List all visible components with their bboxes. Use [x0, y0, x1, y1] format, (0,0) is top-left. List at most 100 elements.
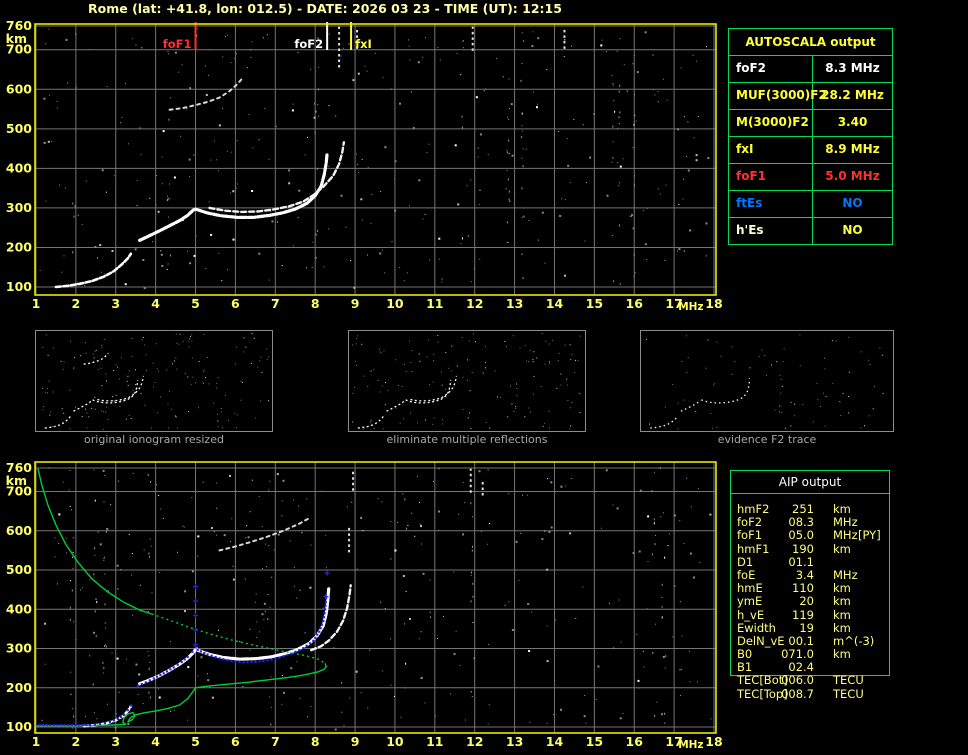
aip-profile-ionogram-chart: 1 2 3 4 5 6 7 8 9 10 11 12 13 14 15 16 17 18MHz1002003004… [6, 460, 723, 751]
aip-param-unit: MHz [833, 567, 858, 582]
svg-text:12: 12 [466, 296, 483, 311]
svg-text:400: 400 [6, 601, 32, 616]
svg-text:8: 8 [311, 296, 320, 311]
svg-text:10: 10 [386, 296, 404, 311]
aip-param-value: 08.3 [788, 515, 814, 530]
aip-param-name: ymE [737, 594, 763, 609]
svg-text:18: 18 [705, 296, 722, 311]
aip-param-value: 19 [799, 620, 814, 635]
aip-param-name: TEC[Bot] [737, 673, 788, 688]
svg-text:11: 11 [426, 296, 443, 311]
aip-row-hmF2: hmF2 251 km [730, 502, 890, 516]
autoscala-param-value: 28.2 MHz [821, 88, 884, 102]
aip-param-value: 05.0 [788, 528, 814, 543]
aip-row-hmE: hmE 110 km [730, 581, 890, 596]
svg-text:300: 300 [6, 200, 32, 215]
svg-text:4: 4 [151, 734, 160, 749]
aip-row-Ewidth: Ewidth 19 km [730, 620, 890, 635]
autoscala-rows: foF2 8.3 MHz MUF(3000)F2 28.2 MHz M(3000)F2 3… [729, 55, 892, 244]
svg-text:1: 1 [32, 734, 41, 749]
svg-text:400: 400 [6, 160, 32, 175]
aip-param-name: foF2 [737, 515, 763, 530]
autoscala-param-value: 3.40 [837, 115, 868, 129]
aip-param-unit: km [833, 541, 851, 556]
aip-param-name: B0 [737, 647, 753, 662]
aip-param-unit: km [833, 607, 851, 622]
svg-text:760: 760 [6, 20, 32, 33]
svg-text:fxI: fxI [355, 37, 372, 51]
svg-text:14: 14 [546, 734, 564, 749]
aip-param-name: hmF1 [737, 541, 770, 556]
aip-param-name: Ewidth [737, 620, 776, 635]
svg-text:300: 300 [6, 641, 32, 656]
svg-text:km: km [6, 473, 27, 488]
aip-param-value: 071.0 [781, 647, 814, 662]
aip-param-unit: km [833, 581, 851, 596]
autoscala-row-MUF(3000)F2: MUF(3000)F2 28.2 MHz [729, 82, 892, 109]
svg-text:16: 16 [626, 296, 644, 311]
svg-text:7: 7 [271, 296, 280, 311]
autoscala-param-value: 5.0 MHz [825, 169, 880, 183]
svg-text:100: 100 [6, 279, 32, 294]
svg-text:10: 10 [386, 734, 404, 749]
aip-param-name: TEC[Top] [737, 686, 788, 701]
svg-text:15: 15 [586, 734, 603, 749]
svg-text:200: 200 [6, 239, 32, 254]
aip-row-hmF1: hmF1 190 km [730, 541, 890, 556]
autoscala-param-label: foF1 [729, 164, 813, 190]
aip-param-value: 006.0 [781, 673, 814, 688]
aip-param-extra: [PY] [858, 528, 881, 543]
autoscala-param-label: MUF(3000)F2 [729, 83, 827, 109]
autoscala-param-label: fxI [729, 137, 813, 163]
thumbnail-original-ionogram [35, 330, 273, 432]
autoscala-panel-header: AUTOSCALA output [745, 35, 876, 49]
aip-param-value: 110 [792, 581, 814, 596]
aip-row-TEC[Bot]: TEC[Bot] 006.0 TECU [730, 674, 890, 687]
thumbnail-eliminate-reflections [348, 330, 586, 432]
thumbnail-evidence-f2-trace [640, 330, 894, 432]
aip-param-name: foE [737, 567, 756, 582]
svg-text:15: 15 [586, 296, 603, 311]
aip-param-value: 3.4 [795, 567, 814, 582]
svg-text:9: 9 [351, 734, 360, 749]
thumbnail-caption-2: eliminate multiple reflections [386, 433, 548, 446]
aip-param-value: 00.1 [788, 633, 814, 648]
aip-param-unit: km [833, 620, 851, 635]
svg-text:700: 700 [6, 42, 32, 57]
thumbnail-caption-1: original ionogram resized [84, 433, 224, 446]
autoscala-param-value: NO [842, 196, 863, 210]
svg-text:6: 6 [231, 734, 240, 749]
svg-text:2: 2 [72, 296, 81, 311]
aip-row-DelN_vE: DelN_vE 00.1 m^(-3) [730, 633, 890, 648]
svg-text:foF1: foF1 [163, 37, 192, 51]
svg-text:9: 9 [351, 296, 360, 311]
aip-panel-header: AIP output [731, 471, 889, 494]
aip-param-unit: km [833, 594, 851, 609]
svg-text:500: 500 [6, 121, 32, 136]
svg-text:18: 18 [705, 734, 722, 749]
autoscala-param-label: M(3000)F2 [729, 110, 813, 136]
svg-text:3: 3 [111, 296, 120, 311]
aip-row-ymE: ymE 20 km [730, 595, 890, 608]
svg-text:17: 17 [665, 296, 682, 311]
autoscala-param-label: ftEs [729, 191, 813, 217]
aip-row-TEC[Top]: TEC[Top] 008.7 TECU [730, 686, 890, 701]
station-date-title: Rome (lat: +41.8, lon: 012.5) - DATE: 20… [88, 1, 562, 16]
autoscala-row-h'Es: h'Es NO [729, 217, 892, 244]
svg-text:km: km [6, 31, 27, 46]
svg-text:MHz: MHz [678, 739, 703, 751]
aip-rows: hmF2 251 km foF2 08.3 MHz foF1 05.0 MHz [PY] hmF1 1… [730, 502, 890, 701]
autoscala-param-label: foF2 [729, 56, 813, 82]
aip-param-value: 008.7 [781, 686, 814, 701]
aip-row-B1: B1 02.4 [730, 661, 890, 674]
aip-param-name: hmF2 [737, 502, 770, 516]
svg-text:7: 7 [271, 734, 280, 749]
svg-text:14: 14 [546, 296, 564, 311]
autoscala-output-panel: AUTOSCALA output foF2 8.3 MHz MUF(3000)F2 2… [728, 28, 893, 245]
svg-text:5: 5 [191, 296, 200, 311]
svg-text:760: 760 [6, 460, 32, 475]
aip-row-h_vE: h_vE 119 km [730, 607, 890, 622]
aip-row-foE: foE 3.4 MHz [730, 567, 890, 582]
aip-output-panel: AIP output [730, 470, 890, 676]
